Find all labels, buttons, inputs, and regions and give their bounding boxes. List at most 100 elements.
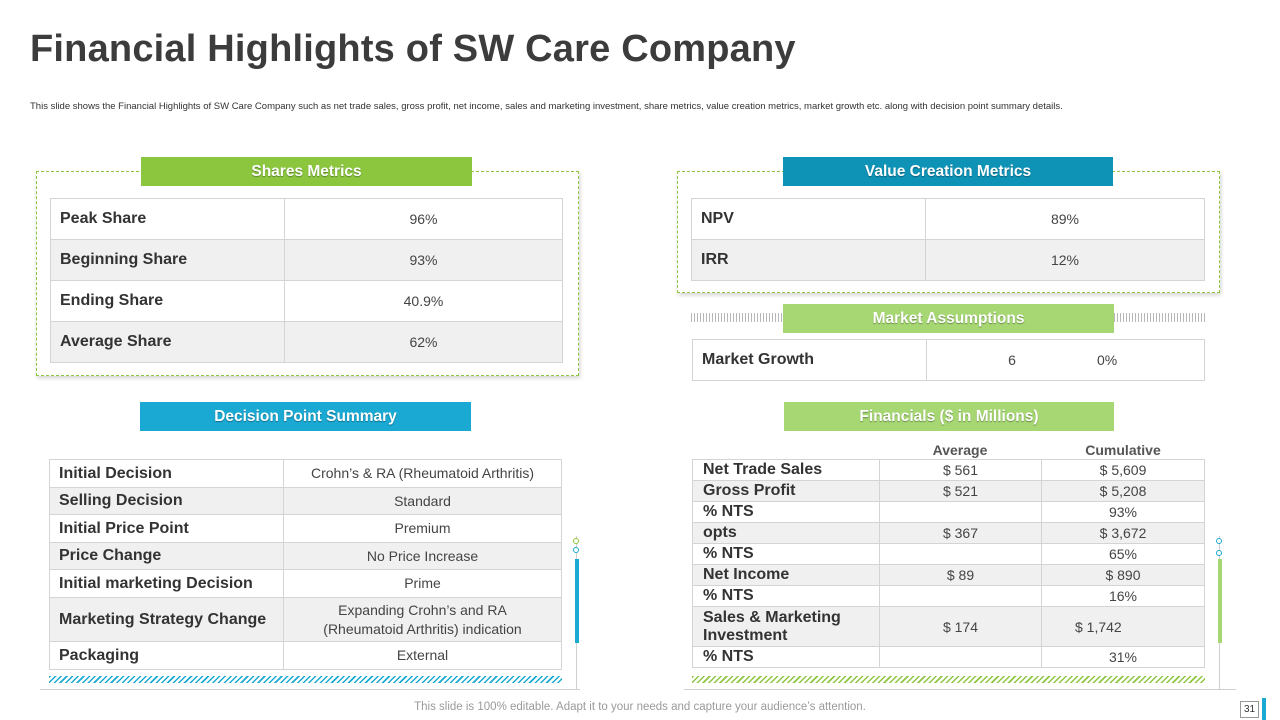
row-cumulative: $ 5,609	[1042, 460, 1205, 481]
decision-summary-table: Initial Decision Crohn’s & RA (Rheumatoi…	[49, 459, 562, 670]
row-cumulative: $ 3,672	[1042, 523, 1205, 544]
row-value: Crohn’s & RA (Rheumatoid Arthritis)	[284, 460, 562, 488]
row-average: $ 521	[880, 481, 1042, 502]
row-value: Expanding Crohn’s and RA (Rheumatoid Art…	[284, 598, 562, 642]
table-row: Packaging External	[50, 642, 562, 670]
table-row: opts $ 367 $ 3,672	[693, 523, 1205, 544]
row-label: Initial Price Point	[50, 515, 284, 543]
table-row: % NTS 93%	[693, 502, 1205, 523]
value-creation-table: NPV 89% IRR 12%	[691, 198, 1205, 281]
decision-summary-dot-blue	[573, 547, 579, 553]
table-row: Selling Decision Standard	[50, 488, 562, 515]
table-row: Net Trade Sales $ 561 $ 5,609	[693, 460, 1205, 481]
row-average: $ 89	[880, 565, 1042, 586]
row-value: 93%	[285, 240, 563, 281]
row-value: 96%	[285, 199, 563, 240]
row-label-line1: Sales & Marketing	[703, 609, 879, 627]
table-row: Price Change No Price Increase	[50, 543, 562, 570]
row-cumulative: $ 5,208	[1042, 481, 1205, 502]
page-number-accent	[1262, 698, 1266, 720]
row-value-line1: Expanding Crohn’s and RA	[284, 601, 561, 620]
row-label: Peak Share	[51, 199, 285, 240]
shares-metrics-heading: Shares Metrics	[141, 157, 472, 186]
table-row: Initial marketing Decision Prime	[50, 570, 562, 598]
table-row: Gross Profit $ 521 $ 5,208	[693, 481, 1205, 502]
page-title: Financial Highlights of SW Care Company	[30, 28, 796, 71]
footer-note: This slide is 100% editable. Adapt it to…	[0, 701, 1280, 713]
row-label: Sales & Marketing Investment	[693, 607, 880, 647]
market-assumptions-ticks-left	[691, 313, 783, 322]
market-growth-value-a: 6	[927, 352, 1097, 368]
decision-summary-hatch	[49, 676, 562, 683]
row-value: Standard	[284, 488, 562, 515]
col-average-header: Average	[879, 442, 1041, 458]
row-average: $ 174	[880, 607, 1042, 647]
row-cumulative: 93%	[1042, 502, 1205, 523]
row-value-line2: (Rheumatoid Arthritis) indication	[284, 620, 561, 639]
decision-summary-dot-green	[573, 538, 579, 544]
row-value: 12%	[926, 240, 1205, 281]
row-average	[880, 647, 1042, 668]
row-label: Selling Decision	[50, 488, 284, 515]
value-creation-heading: Value Creation Metrics	[783, 157, 1113, 186]
financials-bar	[1218, 559, 1222, 643]
row-label: Packaging	[50, 642, 284, 670]
row-cumulative: 31%	[1042, 647, 1205, 668]
table-row: Ending Share 40.9%	[51, 281, 563, 322]
financials-dot-1	[1216, 538, 1222, 544]
row-cumulative: $ 890	[1042, 565, 1205, 586]
row-label: Ending Share	[51, 281, 285, 322]
row-label: Net Trade Sales	[693, 460, 880, 481]
row-label: NPV	[692, 199, 926, 240]
row-average	[880, 586, 1042, 607]
table-row: NPV 89%	[692, 199, 1205, 240]
row-label: Average Share	[51, 322, 285, 363]
row-label: IRR	[692, 240, 926, 281]
row-label: % NTS	[693, 647, 880, 668]
table-row: Peak Share 96%	[51, 199, 563, 240]
shares-metrics-table: Peak Share 96% Beginning Share 93% Endin…	[50, 198, 563, 363]
table-row: % NTS 65%	[693, 544, 1205, 565]
decision-summary-heading: Decision Point Summary	[140, 402, 471, 431]
row-average	[880, 544, 1042, 565]
financials-dot-2	[1216, 550, 1222, 556]
market-growth-label: Market Growth	[693, 340, 927, 381]
row-average: $ 367	[880, 523, 1042, 544]
page-subtitle: This slide shows the Financial Highlight…	[30, 101, 1250, 112]
market-assumptions-ticks-right	[1114, 313, 1206, 322]
row-label: % NTS	[693, 544, 880, 565]
row-cumulative: 16%	[1042, 586, 1205, 607]
table-row: Marketing Strategy Change Expanding Croh…	[50, 598, 562, 642]
row-label: Net Income	[693, 565, 880, 586]
decision-summary-baseline	[40, 689, 580, 690]
row-value: 89%	[926, 199, 1205, 240]
table-row: Initial Price Point Premium	[50, 515, 562, 543]
row-value: Premium	[284, 515, 562, 543]
row-value: 40.9%	[285, 281, 563, 322]
row-label: Initial marketing Decision	[50, 570, 284, 598]
row-label: opts	[693, 523, 880, 544]
table-row: Initial Decision Crohn’s & RA (Rheumatoi…	[50, 460, 562, 488]
row-label: % NTS	[693, 586, 880, 607]
row-cumulative: $ 1,742	[1042, 607, 1205, 647]
row-label: Price Change	[50, 543, 284, 570]
row-label-line2: Investment	[703, 627, 879, 645]
table-row: Average Share 62%	[51, 322, 563, 363]
table-row: % NTS 16%	[693, 586, 1205, 607]
market-assumptions-heading: Market Assumptions	[783, 304, 1114, 333]
market-growth-values: 6 0%	[927, 340, 1205, 381]
row-label: Gross Profit	[693, 481, 880, 502]
row-value: Prime	[284, 570, 562, 598]
market-assumptions-table: Market Growth 6 0%	[692, 339, 1205, 381]
financials-baseline	[684, 689, 1236, 690]
page-number: 31	[1240, 701, 1259, 718]
financials-heading: Financials ($ in Millions)	[784, 402, 1114, 431]
row-value: 62%	[285, 322, 563, 363]
table-row: IRR 12%	[692, 240, 1205, 281]
col-cumulative-header: Cumulative	[1041, 442, 1205, 458]
row-label: % NTS	[693, 502, 880, 523]
row-label: Marketing Strategy Change	[50, 598, 284, 642]
row-average	[880, 502, 1042, 523]
market-growth-value-b: 0%	[1097, 352, 1117, 368]
row-label: Initial Decision	[50, 460, 284, 488]
